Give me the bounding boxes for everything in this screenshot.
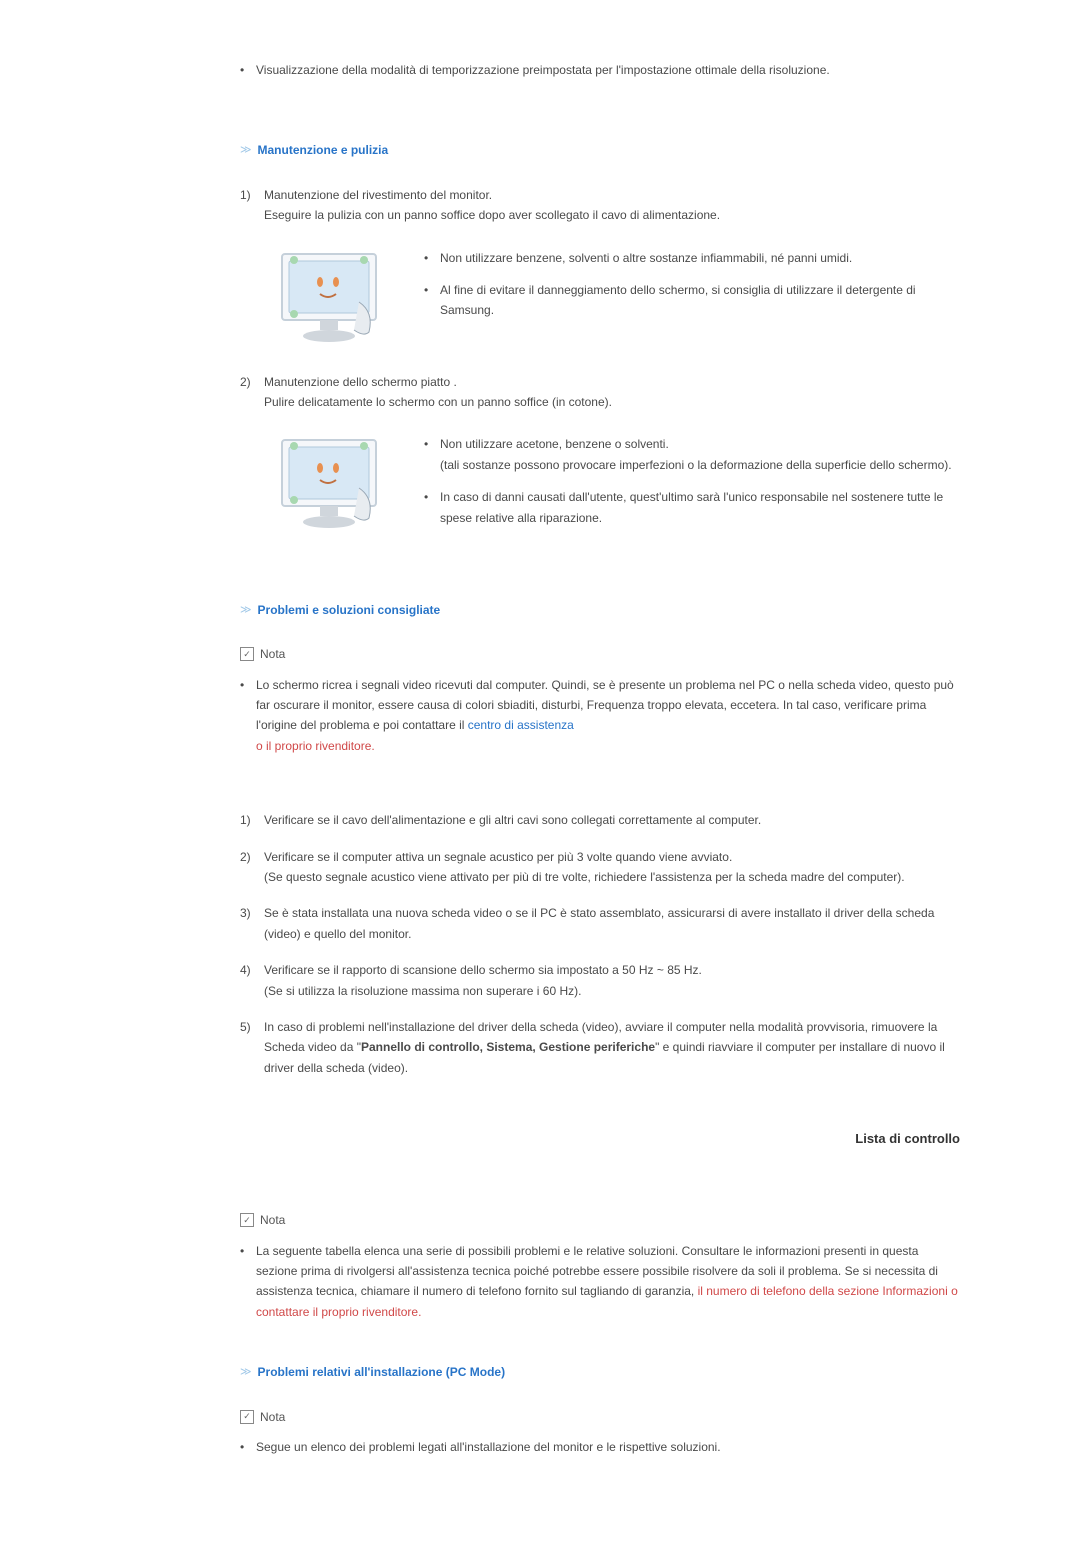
item-number: 4) [240, 960, 264, 1001]
arrow-icon: ≫ [240, 141, 252, 160]
item-number: 2) [240, 847, 264, 888]
n5b-bold: Pannello di controllo, Sistema, Gestione… [361, 1040, 655, 1054]
intro-text: Visualizzazione della modalità di tempor… [256, 60, 960, 80]
bullet-text: Non utilizzare benzene, solventi o altre… [440, 248, 960, 268]
rivenditore-link[interactable]: o il proprio rivenditore. [256, 736, 960, 756]
media-bullet: • Non utilizzare benzene, solventi o alt… [424, 248, 960, 268]
item2-main: Manutenzione dello schermo piatto . [264, 372, 960, 392]
b1b: (tali sostanze possono provocare imperfe… [440, 458, 952, 472]
bullet-text: Non utilizzare acetone, benzene o solven… [440, 434, 960, 475]
nota-text-a: Lo schermo ricrea i segnali video ricevu… [256, 678, 954, 733]
bullet-marker: • [240, 1241, 256, 1323]
bullet-marker: • [424, 248, 440, 268]
monitor-cleaning-image-2 [264, 428, 404, 538]
install-nota-bullet: • Segue un elenco dei problemi legati al… [240, 1437, 960, 1457]
n4b: (Se si utilizza la risoluzione massima n… [264, 981, 960, 1001]
item1-sub: Eseguire la pulizia con un panno soffice… [264, 205, 960, 225]
lista-nota-bullet: • La seguente tabella elenca una serie d… [240, 1241, 960, 1323]
bullet-marker: • [424, 434, 440, 475]
arrow-icon: ≫ [240, 1363, 252, 1382]
nota-row-2: ✓ Nota [240, 1210, 960, 1230]
item-content: Verificare se il cavo dell'alimentazione… [264, 810, 960, 830]
install-nota-text: Segue un elenco dei problemi legati all'… [256, 1437, 960, 1457]
arrow-icon: ≫ [240, 601, 252, 620]
nota-label: Nota [260, 1210, 285, 1230]
item-content: Verificare se il computer attiva un segn… [264, 847, 960, 888]
maint-item-1: 1) Manutenzione del rivestimento del mon… [240, 185, 960, 226]
bullet-marker: • [424, 280, 440, 321]
section-maintenance-header: ≫ Manutenzione e pulizia [240, 140, 960, 160]
item-content: Manutenzione dello schermo piatto . Puli… [264, 372, 960, 413]
lista-controllo-title: Lista di controllo [240, 1128, 960, 1150]
problem-item-4: 4) Verificare se il rapporto di scansion… [240, 960, 960, 1001]
section-maintenance-title: Manutenzione e pulizia [258, 140, 389, 160]
media-bullet: • In caso di danni causati dall'utente, … [424, 487, 960, 528]
section-install-title: Problemi relativi all'installazione (PC … [258, 1362, 506, 1382]
section-install-header: ≫ Problemi relativi all'installazione (P… [240, 1362, 960, 1382]
item1-main: Manutenzione del rivestimento del monito… [264, 185, 960, 205]
nota-row-3: ✓ Nota [240, 1407, 960, 1427]
item-content: Verificare se il rapporto di scansione d… [264, 960, 960, 1001]
problem-item-1: 1) Verificare se il cavo dell'alimentazi… [240, 810, 960, 830]
section-problems-header: ≫ Problemi e soluzioni consigliate [240, 600, 960, 620]
bullet-marker: • [240, 1437, 256, 1457]
item-content: Se è stata installata una nuova scheda v… [264, 903, 960, 944]
media-bullet: • Non utilizzare acetone, benzene o solv… [424, 434, 960, 475]
media-bullets-2: • Non utilizzare acetone, benzene o solv… [424, 428, 960, 540]
media-bullets-1: • Non utilizzare benzene, solventi o alt… [424, 242, 960, 333]
bullet-marker: • [240, 60, 256, 80]
bullet-marker: • [240, 675, 256, 757]
n2b: (Se questo segnale acustico viene attiva… [264, 867, 960, 887]
media-row-2: • Non utilizzare acetone, benzene o solv… [264, 428, 960, 540]
monitor-cleaning-image [264, 242, 404, 352]
problem-item-3: 3) Se è stata installata una nuova sched… [240, 903, 960, 944]
bullet-text: In caso di danni causati dall'utente, qu… [440, 487, 960, 528]
nota-bullet: • Lo schermo ricrea i segnali video rice… [240, 675, 960, 757]
media-row-1: • Non utilizzare benzene, solventi o alt… [264, 242, 960, 352]
section-problems-title: Problemi e soluzioni consigliate [258, 600, 441, 620]
item-number: 5) [240, 1017, 264, 1078]
problem-item-5: 5) In caso di problemi nell'installazion… [240, 1017, 960, 1078]
item-number: 1) [240, 810, 264, 830]
intro-bullet: • Visualizzazione della modalità di temp… [240, 60, 960, 80]
maint-item-2: 2) Manutenzione dello schermo piatto . P… [240, 372, 960, 413]
item-content: In caso di problemi nell'installazione d… [264, 1017, 960, 1078]
n4a: Verificare se il rapporto di scansione d… [264, 960, 960, 980]
nota-content: Lo schermo ricrea i segnali video ricevu… [256, 675, 960, 757]
b1a: Non utilizzare acetone, benzene o solven… [440, 437, 669, 451]
lista-nota-content: La seguente tabella elenca una serie di … [256, 1241, 960, 1323]
problem-item-2: 2) Verificare se il computer attiva un s… [240, 847, 960, 888]
nota-label: Nota [260, 644, 285, 664]
bullet-marker: • [424, 487, 440, 528]
nota-label: Nota [260, 1407, 285, 1427]
item-number: 2) [240, 372, 264, 413]
media-bullet: • Al fine di evitare il danneggiamento d… [424, 280, 960, 321]
check-icon: ✓ [240, 1410, 254, 1424]
nota-row: ✓ Nota [240, 644, 960, 664]
service-center-link[interactable]: centro di assistenza [468, 718, 574, 732]
check-icon: ✓ [240, 647, 254, 661]
item-number: 1) [240, 185, 264, 226]
item-content: Manutenzione del rivestimento del monito… [264, 185, 960, 226]
check-icon: ✓ [240, 1213, 254, 1227]
item2-sub: Pulire delicatamente lo schermo con un p… [264, 392, 960, 412]
bullet-text: Al fine di evitare il danneggiamento del… [440, 280, 960, 321]
item-number: 3) [240, 903, 264, 944]
n2a: Verificare se il computer attiva un segn… [264, 847, 960, 867]
